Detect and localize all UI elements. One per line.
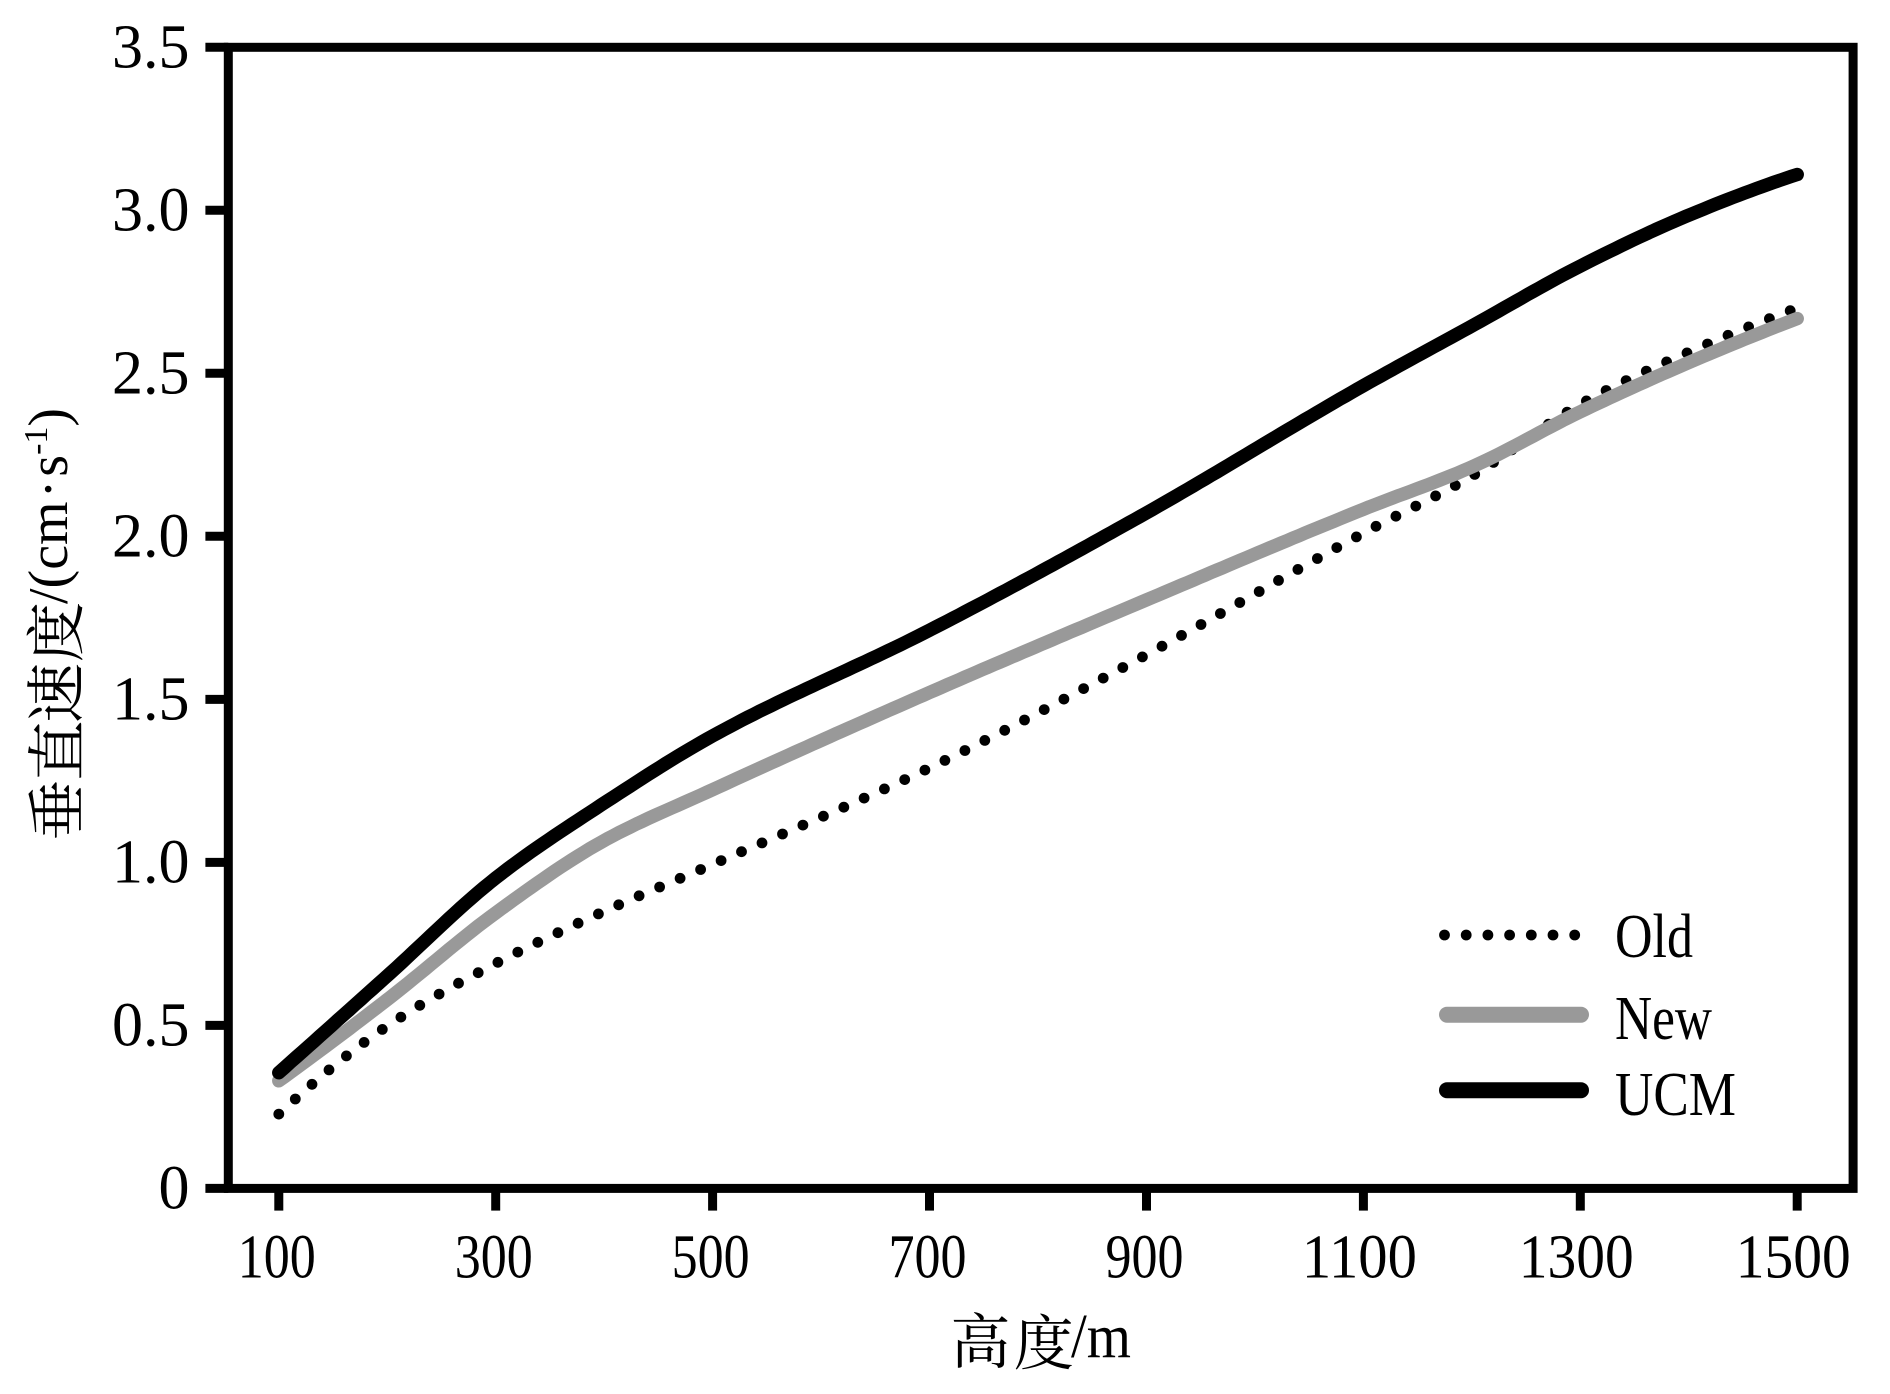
svg-text:900: 900	[1106, 1224, 1184, 1292]
svg-text:3.0: 3.0	[112, 176, 190, 244]
svg-text:1300: 1300	[1519, 1224, 1634, 1292]
svg-text:3.5: 3.5	[112, 13, 190, 81]
svg-text:100: 100	[238, 1224, 316, 1292]
svg-text:0.5: 0.5	[112, 991, 190, 1059]
svg-text:300: 300	[455, 1224, 533, 1292]
svg-text:UCM: UCM	[1615, 1061, 1736, 1129]
svg-text:New: New	[1615, 985, 1712, 1053]
svg-text:1100: 1100	[1302, 1224, 1417, 1292]
svg-text:2.0: 2.0	[112, 502, 190, 570]
svg-text:1.0: 1.0	[112, 828, 190, 896]
svg-text:2.5: 2.5	[112, 339, 190, 407]
svg-text:500: 500	[672, 1224, 750, 1292]
svg-text:0: 0	[159, 1154, 190, 1222]
svg-text:1500: 1500	[1736, 1224, 1851, 1292]
svg-text:Old: Old	[1615, 903, 1693, 971]
svg-text:/m: /m	[1071, 1303, 1131, 1371]
svg-text:700: 700	[889, 1224, 967, 1292]
svg-text:1.5: 1.5	[112, 665, 190, 733]
